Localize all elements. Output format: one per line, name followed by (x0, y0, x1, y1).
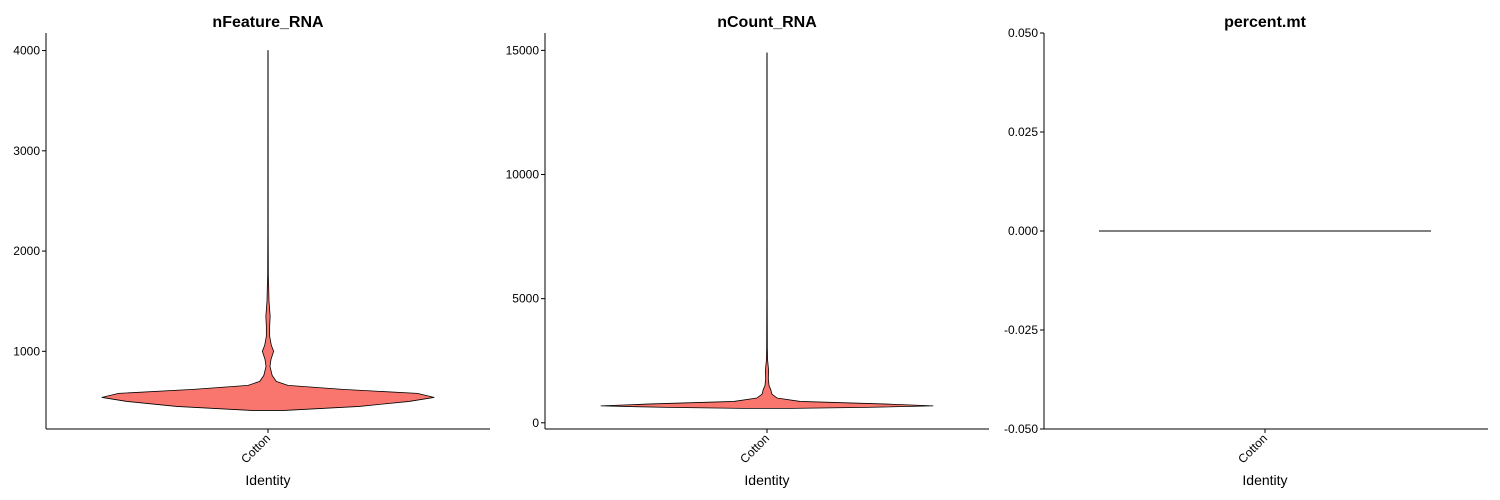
y-tick-label: 2000 (13, 244, 40, 258)
y-tick-label: 3000 (13, 144, 40, 158)
panel-title: percent.mt (1224, 14, 1306, 31)
x-tick-label: Cotton (238, 431, 273, 466)
panel-ncount-rna: nCount_RNA 0 5000 10000 15000 Cotton Ide… (506, 14, 989, 488)
y-axis-ticks: 0 5000 10000 15000 (506, 43, 540, 429)
x-axis-title: Identity (245, 472, 290, 488)
x-tick-label: Cotton (1235, 431, 1270, 466)
y-tick-label: -0.050 (1004, 422, 1038, 436)
y-tick-label: 0.000 (1008, 224, 1038, 238)
y-axis-ticks: -0.050 -0.025 0.000 0.025 0.050 (1004, 26, 1038, 436)
y-tick-label: 10000 (506, 168, 540, 182)
y-tick-label: -0.025 (1004, 323, 1038, 337)
y-tick-label: 5000 (512, 292, 539, 306)
violin-body (600, 52, 934, 409)
panel-title: nFeature_RNA (212, 14, 324, 31)
panel-title: nCount_RNA (717, 14, 817, 31)
panel-nfeature-rna: nFeature_RNA 1000 2000 3000 4000 Cotton … (13, 14, 490, 488)
y-tick-label: 1000 (13, 344, 40, 358)
y-tick-label: 0 (532, 416, 539, 430)
y-axis-ticks: 1000 2000 3000 4000 (13, 44, 40, 359)
x-tick-label: Cotton (737, 431, 772, 466)
violin-body (101, 50, 435, 411)
y-tick-label: 4000 (13, 44, 40, 58)
y-tick-label: 15000 (506, 43, 540, 57)
x-axis-title: Identity (1242, 472, 1287, 488)
x-axis-title: Identity (744, 472, 789, 488)
panel-percent-mt: percent.mt -0.050 -0.025 0.000 0.025 0.0… (1004, 14, 1488, 488)
y-tick-label: 0.050 (1008, 26, 1038, 40)
y-tick-label: 0.025 (1008, 125, 1038, 139)
